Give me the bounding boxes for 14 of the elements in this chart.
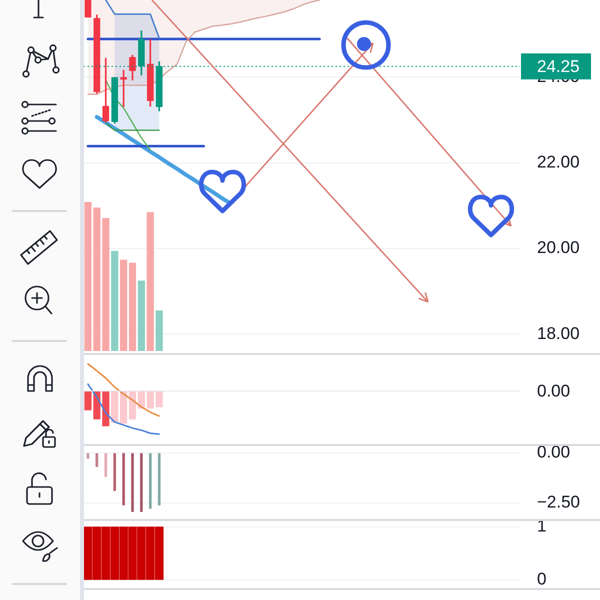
y-tick-label: 0.00 (537, 442, 570, 462)
bar (138, 280, 145, 351)
bar (146, 212, 154, 351)
bar (128, 262, 136, 351)
y-tick-label: 0 (537, 570, 546, 589)
y-tick-label: −2.50 (537, 492, 580, 512)
ref-line-label: 24.25 (537, 57, 580, 76)
bar (120, 260, 128, 351)
y-tick-label: 22.00 (537, 152, 580, 172)
bar (156, 310, 163, 351)
bar (111, 250, 118, 351)
y-tick-label: 20.00 (537, 238, 580, 258)
y-tick-label: 18.00 (537, 324, 580, 343)
bar (84, 202, 92, 351)
